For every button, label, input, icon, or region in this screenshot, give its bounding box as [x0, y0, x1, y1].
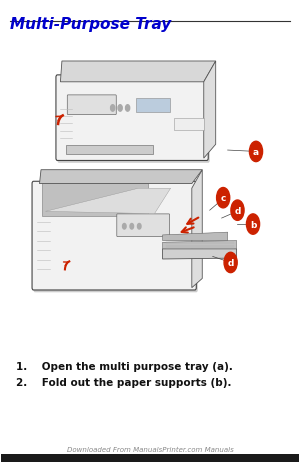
FancyBboxPatch shape	[32, 182, 196, 290]
Text: d: d	[227, 258, 234, 267]
Polygon shape	[163, 249, 237, 259]
Circle shape	[130, 224, 134, 230]
FancyBboxPatch shape	[67, 96, 116, 115]
FancyBboxPatch shape	[42, 184, 148, 217]
FancyBboxPatch shape	[174, 119, 204, 131]
Text: Downloaded From ManualsPrinter.com Manuals: Downloaded From ManualsPrinter.com Manua…	[67, 446, 233, 452]
Circle shape	[125, 106, 130, 112]
FancyBboxPatch shape	[1, 454, 299, 463]
Text: Multi-Purpose Tray: Multi-Purpose Tray	[10, 17, 171, 32]
Circle shape	[231, 200, 244, 221]
FancyBboxPatch shape	[34, 184, 198, 293]
Polygon shape	[163, 232, 228, 241]
Polygon shape	[40, 170, 202, 184]
Circle shape	[249, 142, 262, 162]
FancyBboxPatch shape	[136, 99, 170, 113]
Polygon shape	[60, 62, 216, 82]
Circle shape	[224, 253, 237, 273]
FancyBboxPatch shape	[66, 145, 153, 154]
FancyBboxPatch shape	[57, 78, 210, 163]
Polygon shape	[163, 241, 237, 249]
Circle shape	[118, 106, 122, 112]
Text: b: b	[250, 220, 256, 229]
Circle shape	[111, 106, 115, 112]
Text: 1.    Open the multi purpose tray (a).: 1. Open the multi purpose tray (a).	[16, 361, 232, 371]
Circle shape	[247, 214, 260, 235]
Circle shape	[217, 188, 230, 208]
Text: a: a	[253, 148, 259, 156]
Polygon shape	[46, 189, 171, 214]
Polygon shape	[192, 170, 202, 288]
Polygon shape	[204, 62, 216, 159]
Circle shape	[122, 224, 126, 230]
FancyBboxPatch shape	[117, 214, 170, 237]
Text: 2.    Fold out the paper supports (b).: 2. Fold out the paper supports (b).	[16, 377, 231, 387]
Text: c: c	[220, 194, 226, 203]
Text: d: d	[234, 206, 241, 215]
Circle shape	[137, 224, 141, 230]
FancyBboxPatch shape	[56, 76, 208, 161]
